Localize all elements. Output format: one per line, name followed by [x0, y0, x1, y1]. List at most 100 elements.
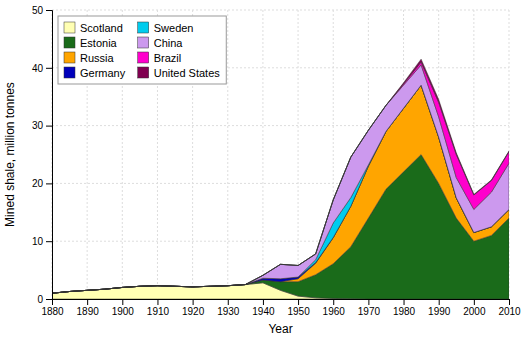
tick: 1920	[182, 299, 205, 317]
tick-label: 1950	[287, 306, 310, 317]
tick-label: 10	[32, 236, 44, 247]
chart: 1880 1890 1900 1910 1920 1930 1940 1950 1960 1970…	[0, 0, 525, 341]
tick: 1890	[77, 299, 100, 317]
legend-item: Germany	[64, 67, 126, 79]
tick-label: 1880	[41, 306, 64, 317]
axis-line	[53, 300, 510, 306]
tick-label: 2000	[463, 306, 486, 317]
legend-item: Scotland	[64, 22, 123, 34]
x-axis-title: Year	[268, 322, 292, 336]
tick-mark	[46, 68, 52, 69]
tick-label: 0	[37, 294, 43, 305]
tick: 20	[32, 178, 52, 189]
legend-item: Russia	[64, 52, 115, 64]
area	[52, 59, 509, 293]
tick-label: 1960	[323, 306, 346, 317]
tick-label: 1970	[358, 306, 381, 317]
tick: 1940	[252, 299, 275, 317]
tick-mark	[263, 299, 264, 305]
tick-mark	[157, 299, 158, 305]
grid-line	[298, 10, 299, 299]
area	[52, 65, 509, 293]
tick-label: 40	[32, 63, 44, 74]
legend-item: Estonia	[64, 37, 118, 49]
tick: 1980	[393, 299, 416, 317]
x-axis: 1880 1890 1900 1910 1920 1930 1940 1950 1960 1970…	[41, 299, 521, 317]
grid-line	[227, 10, 228, 299]
legend-item: Sweden	[138, 22, 194, 34]
tick: 1900	[112, 299, 135, 317]
tick-mark	[298, 299, 299, 305]
grid-line	[262, 10, 263, 299]
legend-label: United States	[154, 67, 221, 79]
legend-label: Scotland	[80, 22, 123, 34]
tick-mark	[228, 299, 229, 305]
legend-swatch	[138, 37, 149, 48]
tick-label: 1930	[217, 306, 240, 317]
legend-box	[58, 16, 226, 84]
tick-label: 1900	[112, 306, 135, 317]
legend-swatch	[138, 22, 149, 33]
grid-line	[52, 10, 509, 11]
tick: 0	[37, 294, 52, 305]
legend-label: China	[154, 37, 184, 49]
legend-swatch	[64, 22, 75, 33]
tick-mark	[439, 299, 440, 305]
tick-label: 1910	[147, 306, 170, 317]
legend-item: China	[138, 37, 184, 49]
legend-swatch	[138, 67, 149, 78]
tick: 1910	[147, 299, 170, 317]
legend-label: Estonia	[80, 37, 118, 49]
tick-mark	[509, 299, 510, 305]
tick: 40	[32, 63, 52, 74]
tick-mark	[474, 299, 475, 305]
tick-label: 1940	[252, 306, 275, 317]
legend-swatch	[64, 37, 75, 48]
tick-mark	[46, 241, 52, 242]
area	[52, 62, 509, 293]
tick: 1880	[41, 299, 64, 317]
tick-label: 1920	[182, 306, 205, 317]
tick: 50	[32, 5, 52, 16]
legend-label: Russia	[80, 52, 115, 64]
tick-mark	[193, 299, 194, 305]
tick-mark	[87, 299, 88, 305]
legend-swatch	[138, 52, 149, 63]
tick: 1990	[428, 299, 451, 317]
tick: 1970	[358, 299, 381, 317]
tick-label: 1980	[393, 306, 416, 317]
plot: 1880 1890 1900 1910 1920 1930 1940 1950 1960 1970…	[32, 5, 521, 317]
tick-mark	[333, 299, 334, 305]
tick-label: 1990	[428, 306, 451, 317]
tick-mark	[404, 299, 405, 305]
tick-label: 2010	[498, 306, 521, 317]
tick-label: 20	[32, 178, 44, 189]
legend-item: Brazil	[138, 52, 182, 64]
tick: 10	[32, 236, 52, 247]
y-axis-title: Mined shale, million tonnes	[3, 82, 17, 227]
tick-mark	[46, 126, 52, 127]
tick: 2000	[463, 299, 486, 317]
grid	[52, 10, 509, 299]
tick-mark	[122, 299, 123, 305]
tick-mark	[46, 299, 52, 300]
tick: 1950	[287, 299, 310, 317]
legend-label: Germany	[80, 67, 126, 79]
legend-swatch	[64, 67, 75, 78]
legend-swatch	[64, 52, 75, 63]
axis-line	[46, 11, 53, 300]
legend: Scotland Estonia Russia Germany Sweden China B…	[58, 16, 226, 84]
tick-mark	[46, 10, 52, 11]
tick: 1930	[217, 299, 240, 317]
tick-label: 30	[32, 120, 44, 131]
tick: 2010	[498, 299, 521, 317]
tick-mark	[368, 299, 369, 305]
areas	[52, 59, 509, 299]
legend-label: Brazil	[154, 52, 182, 64]
legend-label: Sweden	[154, 22, 194, 34]
tick: 1960	[323, 299, 346, 317]
legend-item: United States	[138, 67, 221, 79]
y-axis: 0 10 20 30 40 50	[32, 5, 53, 305]
tick: 30	[32, 120, 52, 131]
tick-mark	[46, 183, 52, 184]
